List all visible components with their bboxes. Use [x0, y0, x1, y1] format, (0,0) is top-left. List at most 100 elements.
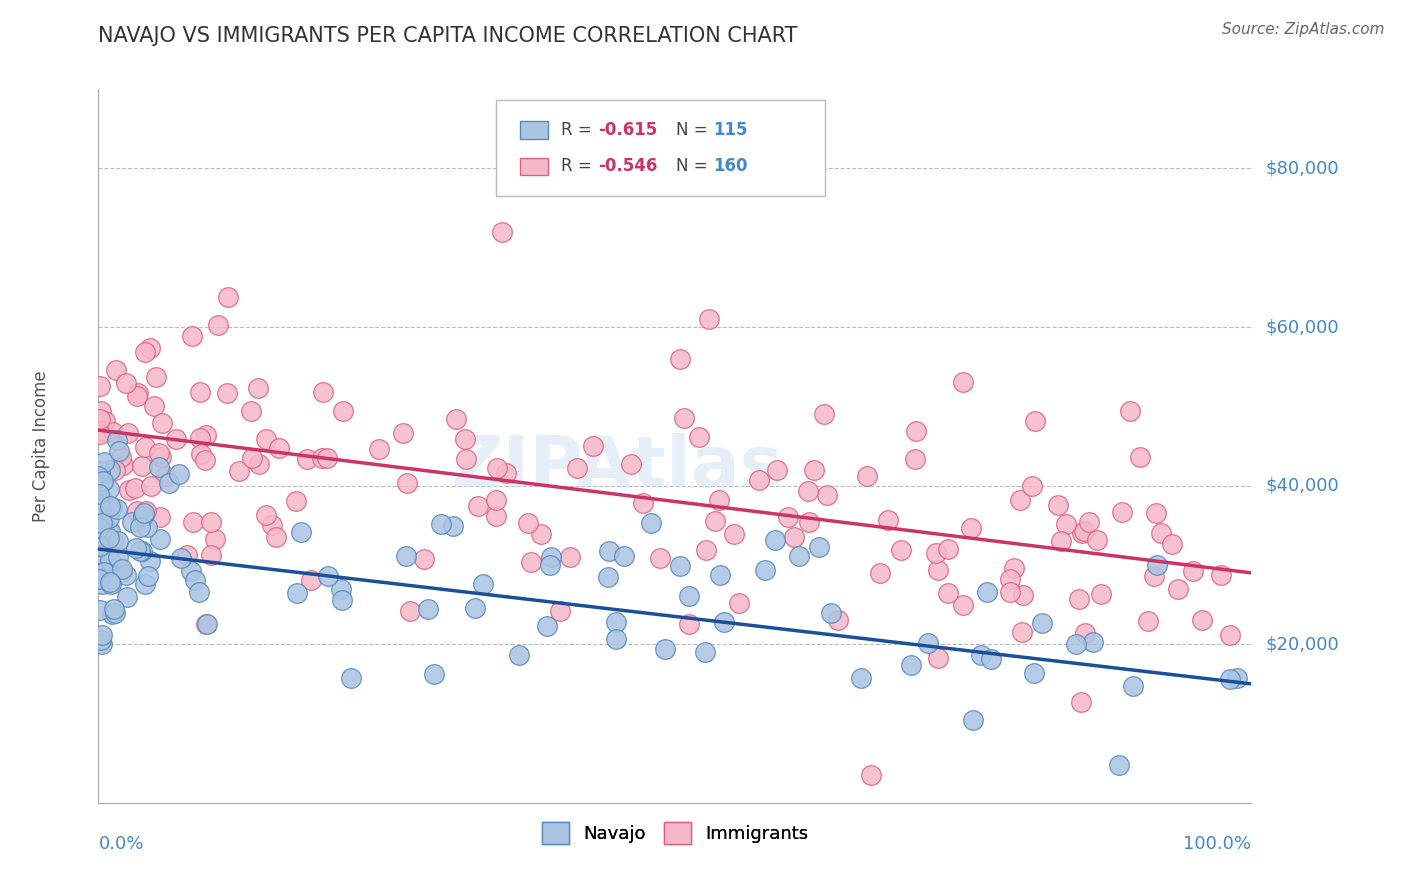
Point — [107, 444, 129, 458]
Point — [114, 568, 136, 582]
Point — [98, 463, 121, 477]
Point — [1167, 582, 1189, 597]
Point — [180, 328, 202, 343]
Point — [763, 533, 786, 547]
Point — [312, 385, 335, 400]
Point — [93, 494, 115, 508]
Text: 100.0%: 100.0% — [1184, 835, 1251, 853]
Point — [423, 666, 446, 681]
Point — [1070, 695, 1092, 709]
Point — [998, 572, 1021, 586]
Point — [246, 381, 269, 395]
Point — [927, 650, 949, 665]
Point — [148, 460, 170, 475]
Text: R =: R = — [561, 157, 596, 175]
Point — [952, 375, 974, 389]
Point — [520, 555, 543, 569]
Point — [87, 468, 110, 483]
Point — [849, 672, 872, 686]
Point — [678, 617, 700, 632]
Point — [1011, 624, 1033, 639]
Point — [416, 602, 439, 616]
Point — [495, 466, 517, 480]
Point — [869, 566, 891, 581]
Text: $80,000: $80,000 — [1265, 160, 1339, 178]
Text: R =: R = — [561, 121, 596, 139]
Text: N =: N = — [676, 121, 713, 139]
Point — [395, 549, 418, 563]
Point — [827, 614, 849, 628]
Point — [1146, 558, 1168, 572]
Point — [936, 586, 959, 600]
Point — [104, 606, 127, 620]
Point — [1083, 635, 1105, 649]
Point — [925, 546, 948, 560]
Point — [110, 450, 132, 465]
Point — [150, 416, 173, 430]
Point — [143, 399, 166, 413]
Point — [97, 531, 120, 545]
Point — [89, 521, 111, 535]
Point — [125, 504, 148, 518]
Point — [820, 606, 842, 620]
Point — [91, 474, 114, 488]
Point — [516, 516, 538, 530]
Point — [582, 439, 605, 453]
Point — [1219, 628, 1241, 642]
Point — [1136, 614, 1159, 628]
Point — [1118, 403, 1140, 417]
Point — [297, 451, 319, 466]
Point — [149, 509, 172, 524]
Point — [464, 600, 486, 615]
Point — [91, 637, 114, 651]
Point — [135, 504, 157, 518]
Point — [285, 586, 308, 600]
Point — [668, 559, 690, 574]
Point — [1129, 450, 1152, 465]
Point — [927, 563, 949, 577]
Point — [1054, 517, 1077, 532]
Point — [129, 544, 152, 558]
Point — [93, 565, 115, 579]
Point — [115, 376, 138, 390]
Point — [340, 671, 363, 685]
Point — [87, 572, 110, 586]
Point — [485, 493, 508, 508]
Point — [633, 496, 655, 510]
Point — [254, 432, 277, 446]
Point — [783, 530, 806, 544]
Point — [399, 604, 422, 618]
Point — [181, 515, 204, 529]
Point — [112, 458, 135, 472]
Point — [157, 476, 180, 491]
Point — [787, 549, 810, 564]
Point — [117, 425, 139, 440]
Point — [467, 499, 489, 513]
Point — [89, 572, 111, 586]
Point — [194, 428, 217, 442]
Point — [118, 483, 141, 497]
Point — [1004, 561, 1026, 575]
Text: -0.615: -0.615 — [598, 121, 657, 139]
Point — [1122, 679, 1144, 693]
Point — [100, 500, 122, 515]
Point — [508, 648, 530, 662]
Point — [754, 563, 776, 577]
Point — [704, 514, 727, 528]
Point — [132, 509, 155, 524]
Point — [93, 565, 115, 579]
Point — [803, 463, 825, 477]
Point — [87, 479, 110, 493]
Point — [188, 585, 211, 599]
Point — [101, 425, 124, 440]
Point — [998, 585, 1021, 599]
FancyBboxPatch shape — [520, 158, 548, 175]
Point — [980, 652, 1002, 666]
Point — [101, 607, 124, 621]
Point — [125, 541, 148, 555]
Point — [1226, 671, 1249, 685]
Point — [797, 515, 820, 529]
Point — [699, 312, 721, 326]
Point — [115, 590, 138, 604]
Point — [1108, 758, 1130, 772]
